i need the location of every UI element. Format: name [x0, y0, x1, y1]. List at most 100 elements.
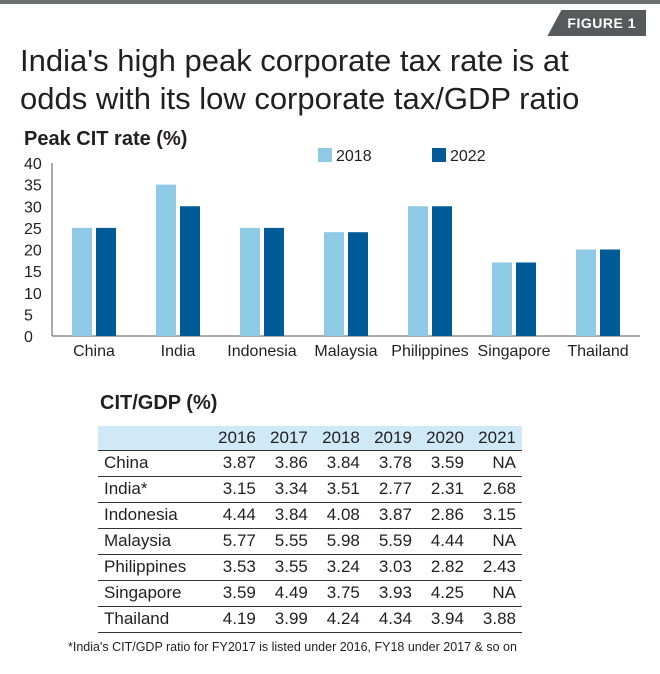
header-cell-year: 2017 — [261, 426, 314, 450]
table-body: China 3.87 3.86 3.84 3.78 3.59 NA India* 3.15 3.3… — [98, 449, 522, 633]
value-cell: 3.59 — [209, 579, 262, 606]
country-cell: India* — [98, 475, 210, 502]
footnote: *India's CIT/GDP ratio for FY2017 is lis… — [68, 640, 517, 654]
value-cell: 4.24 — [313, 605, 366, 633]
value-cell: 3.93 — [365, 579, 418, 606]
value-cell: 5.59 — [365, 527, 418, 554]
bar-2022-india — [180, 206, 200, 336]
country-cell: Singapore — [98, 579, 210, 606]
value-cell: NA — [469, 579, 522, 606]
value-cell: 3.78 — [365, 449, 418, 476]
bar-2022-china — [96, 227, 116, 336]
value-cell: 2.82 — [417, 553, 470, 580]
bar-2018-thailand — [576, 249, 596, 336]
header-cell-country — [98, 426, 210, 450]
legend-swatch-2022 — [432, 148, 446, 162]
table-title: CIT/GDP (%) — [100, 392, 218, 414]
country-cell: Indonesia — [98, 501, 210, 528]
value-cell: 3.15 — [469, 501, 522, 528]
legend-label-2022: 2022 — [450, 148, 486, 165]
value-cell: 2.68 — [469, 475, 522, 502]
y-tick-label: 35 — [24, 178, 42, 195]
value-cell: NA — [469, 527, 522, 554]
table-row: Philippines 3.53 3.55 3.24 3.03 2.82 2.43 — [98, 553, 522, 580]
legend-label-2018: 2018 — [336, 148, 372, 165]
y-tick-label: 25 — [24, 221, 42, 238]
value-cell: 3.75 — [313, 579, 366, 606]
table-row: Indonesia 4.44 3.84 4.08 3.87 2.86 3.15 — [98, 501, 522, 528]
value-cell: 3.88 — [469, 605, 522, 633]
bar-2018-philippines — [408, 206, 428, 336]
value-cell: 3.53 — [209, 553, 262, 580]
figure-title: India's high peak corporate tax rate is … — [20, 42, 620, 118]
value-cell: 3.94 — [417, 605, 470, 633]
bar-chart: 0 5 10 15 20 25 30 35 40 China India Indonesia Malay… — [24, 148, 640, 360]
country-cell: Malaysia — [98, 527, 210, 554]
value-cell: 3.84 — [313, 449, 366, 476]
value-cell: 5.77 — [209, 527, 262, 554]
y-tick-label: 5 — [24, 307, 33, 324]
cit-gdp-table: 2016 2017 2018 2019 2020 2021 China 3.87 3.86 3.… — [98, 426, 522, 633]
country-cell: China — [98, 449, 210, 476]
value-cell: 3.34 — [261, 475, 314, 502]
value-cell: 3.59 — [417, 449, 470, 476]
country-cell: Philippines — [98, 553, 210, 580]
value-cell: 5.55 — [261, 527, 314, 554]
bar-2022-singapore — [516, 262, 536, 336]
value-cell: 4.49 — [261, 579, 314, 606]
figure-tag: FIGURE 1 — [547, 10, 646, 36]
chart-title: Peak CIT rate (%) — [24, 128, 188, 150]
bar-2022-thailand — [600, 249, 620, 336]
value-cell: 3.51 — [313, 475, 366, 502]
legend-swatch-2018 — [318, 148, 332, 162]
header-cell-year: 2019 — [365, 426, 418, 450]
header-cell-year: 2018 — [313, 426, 366, 450]
figure-title-line-1: India's high peak corporate tax rate is … — [20, 43, 569, 78]
bar-2022-philippines — [432, 206, 452, 336]
bar-2018-indonesia — [240, 227, 260, 336]
value-cell: 4.44 — [417, 527, 470, 554]
value-cell: 3.87 — [209, 449, 262, 476]
value-cell: 4.19 — [209, 605, 262, 633]
header-cell-year: 2020 — [417, 426, 470, 450]
table-row: Thailand 4.19 3.99 4.24 4.34 3.94 3.88 — [98, 605, 522, 633]
x-tick-label: Singapore — [478, 343, 551, 360]
table-header-row: 2016 2017 2018 2019 2020 2021 — [98, 426, 522, 450]
y-tick-label: 15 — [24, 264, 42, 281]
value-cell: NA — [469, 449, 522, 476]
header-cell-year: 2021 — [469, 426, 522, 450]
y-tick-label: 10 — [24, 286, 42, 303]
value-cell: 4.25 — [417, 579, 470, 606]
value-cell: 2.86 — [417, 501, 470, 528]
x-tick-label: Thailand — [567, 343, 628, 360]
x-tick-label: China — [73, 343, 115, 360]
table-row: Malaysia 5.77 5.55 5.98 5.59 4.44 NA — [98, 527, 522, 554]
value-cell: 3.99 — [261, 605, 314, 633]
value-cell: 4.08 — [313, 501, 366, 528]
table-row: India* 3.15 3.34 3.51 2.77 2.31 2.68 — [98, 475, 522, 502]
value-cell: 4.34 — [365, 605, 418, 633]
value-cell: 5.98 — [313, 527, 366, 554]
value-cell: 3.86 — [261, 449, 314, 476]
bar-2018-china — [72, 227, 92, 336]
y-tick-label: 20 — [24, 243, 42, 260]
y-tick-label: 0 — [24, 329, 33, 346]
x-tick-label: India — [161, 343, 196, 360]
bar-2018-india — [156, 184, 176, 336]
value-cell: 3.84 — [261, 501, 314, 528]
header-cell-year: 2016 — [209, 426, 262, 450]
value-cell: 2.31 — [417, 475, 470, 502]
y-tick-label: 40 — [24, 156, 42, 173]
table-row: China 3.87 3.86 3.84 3.78 3.59 NA — [98, 449, 522, 476]
table-row: Singapore 3.59 4.49 3.75 3.93 4.25 NA — [98, 579, 522, 606]
bar-2022-indonesia — [264, 227, 284, 336]
figure-title-line-2: odds with its low corporate tax/GDP rati… — [20, 81, 580, 116]
top-rule — [0, 0, 660, 4]
x-tick-label: Indonesia — [227, 343, 296, 360]
x-tick-label: Malaysia — [314, 343, 377, 360]
bar-2022-malaysia — [348, 232, 368, 336]
value-cell: 3.87 — [365, 501, 418, 528]
value-cell: 4.44 — [209, 501, 262, 528]
value-cell: 2.43 — [469, 553, 522, 580]
value-cell: 2.77 — [365, 475, 418, 502]
